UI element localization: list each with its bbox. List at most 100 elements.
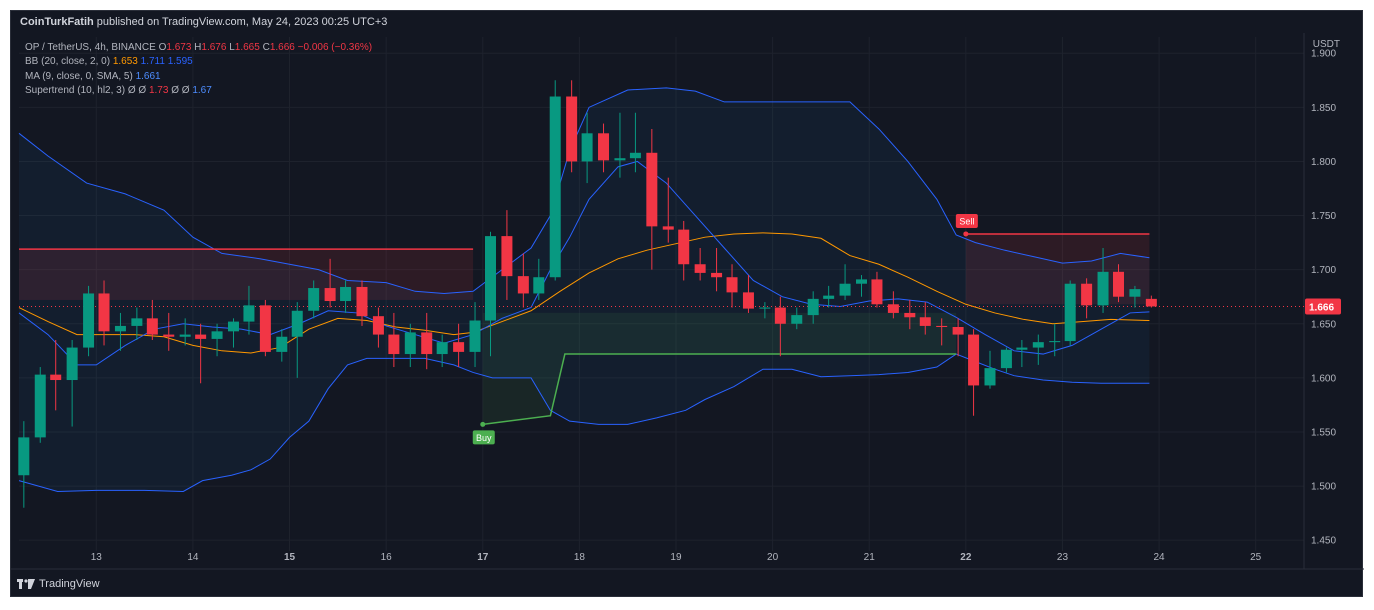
candle-up bbox=[211, 331, 223, 339]
candle-down bbox=[662, 226, 674, 230]
candle-down bbox=[1081, 283, 1093, 306]
low-value: 1.665 bbox=[234, 42, 260, 53]
ma-value: 1.661 bbox=[135, 70, 161, 82]
chart-legend: OP / TetherUS, 4h, BINANCE O1.673 H1.676… bbox=[25, 41, 372, 98]
x-tick-label: 20 bbox=[767, 552, 779, 563]
candle-down bbox=[517, 276, 529, 294]
high-label: H bbox=[194, 42, 202, 53]
candle-down bbox=[195, 334, 207, 339]
candle-down bbox=[372, 316, 384, 335]
x-tick-label: 18 bbox=[574, 552, 586, 563]
y-tick-label: 1.850 bbox=[1311, 103, 1336, 114]
publish-header: CoinTurkFatih published on TradingView.c… bbox=[11, 11, 1362, 33]
open-value: 1.673 bbox=[166, 42, 192, 53]
footer-brand[interactable]: TradingView bbox=[17, 578, 100, 590]
ma-row[interactable]: MA (9, close, 0, SMA, 5) 1.661 bbox=[25, 70, 372, 84]
candle-down bbox=[952, 327, 964, 335]
candle-down bbox=[678, 229, 690, 265]
candle-up bbox=[855, 279, 867, 284]
sell-signal-label: Sell bbox=[959, 216, 974, 226]
candle-down bbox=[501, 236, 513, 277]
y-tick-label: 1.550 bbox=[1311, 427, 1336, 438]
candle-down bbox=[1145, 298, 1157, 307]
candle-up bbox=[18, 437, 30, 476]
close-value: 1.666 bbox=[269, 42, 295, 53]
candle-up bbox=[807, 298, 819, 316]
candle-down bbox=[726, 277, 738, 293]
signal-dot bbox=[963, 231, 969, 237]
x-tick-label: 15 bbox=[284, 552, 296, 563]
candle-down bbox=[774, 307, 786, 324]
candle-up bbox=[984, 368, 996, 386]
open-label: O bbox=[158, 42, 167, 53]
candle-up bbox=[549, 96, 561, 278]
candle-up bbox=[436, 342, 448, 355]
y-tick-label: 1.600 bbox=[1311, 373, 1336, 384]
supertrend-down-fill bbox=[19, 249, 474, 300]
candle-up bbox=[66, 347, 78, 381]
x-tick-label: 22 bbox=[960, 552, 972, 563]
brand-name: TradingView bbox=[39, 578, 100, 590]
symbol-label[interactable]: OP / TetherUS, 4h, BINANCE bbox=[25, 42, 156, 53]
st-empty-2: Ø bbox=[138, 84, 147, 96]
candle-down bbox=[968, 334, 980, 386]
candle-up bbox=[404, 332, 416, 355]
candle-up bbox=[276, 336, 288, 352]
x-tick-label: 23 bbox=[1057, 552, 1069, 563]
y-tick-label: 1.450 bbox=[1311, 536, 1336, 547]
supertrend-row[interactable]: Supertrend (10, hl2, 3) Ø Ø 1.73 Ø Ø 1.6… bbox=[25, 84, 372, 98]
candle-up bbox=[1000, 349, 1012, 369]
candle-up bbox=[1032, 342, 1044, 348]
x-tick-label: 14 bbox=[187, 552, 199, 563]
bb-row[interactable]: BB (20, close, 2, 0) 1.653 1.711 1.595 bbox=[25, 55, 372, 69]
candle-down bbox=[356, 286, 368, 317]
st-empty-4: Ø bbox=[181, 84, 190, 96]
x-tick-label: 19 bbox=[670, 552, 682, 563]
candle-down bbox=[1112, 271, 1124, 297]
candle-up bbox=[533, 277, 545, 294]
last-price-tag bbox=[1305, 298, 1341, 315]
y-tick-label: 1.750 bbox=[1311, 211, 1336, 222]
publish-info: published on TradingView.com, May 24, 20… bbox=[96, 16, 388, 28]
candle-up bbox=[131, 318, 143, 326]
candle-down bbox=[259, 305, 271, 352]
ohlc-row: OP / TetherUS, 4h, BINANCE O1.673 H1.676… bbox=[25, 41, 372, 55]
ma-label: MA (9, close, 0, SMA, 5) bbox=[25, 70, 133, 82]
bb-lower-value: 1.595 bbox=[167, 56, 193, 68]
candle-down bbox=[98, 293, 110, 332]
tradingview-logo-icon bbox=[17, 579, 35, 589]
bb-upper-line bbox=[18, 87, 1150, 294]
candle-up bbox=[629, 152, 641, 159]
candle-down bbox=[388, 334, 400, 355]
bb-upper-value: 1.711 bbox=[140, 56, 165, 68]
candle-down bbox=[50, 374, 62, 381]
candle-down bbox=[694, 264, 706, 273]
currency-label: USDT bbox=[1312, 39, 1340, 50]
price-chart[interactable]: Buy Sell 1.900 1.850 1.800 1.750 1.700 1.650 1.6… bbox=[11, 11, 1364, 598]
supertrend-up-fill bbox=[482, 312, 957, 425]
candle-up bbox=[614, 158, 626, 161]
candle-up bbox=[759, 307, 771, 309]
candle-down bbox=[742, 292, 754, 309]
x-tick-label: 16 bbox=[381, 552, 393, 563]
candle-down bbox=[646, 152, 658, 227]
candle-up bbox=[243, 305, 255, 322]
candle-up bbox=[227, 321, 239, 332]
x-tick-label: 17 bbox=[477, 552, 489, 563]
x-tick-label: 21 bbox=[864, 552, 876, 563]
candle-up bbox=[34, 374, 46, 438]
sell-signal-badge bbox=[955, 213, 978, 228]
bb-basis-line bbox=[18, 232, 1150, 354]
candle-down bbox=[936, 325, 948, 328]
author-name[interactable]: CoinTurkFatih bbox=[20, 16, 94, 28]
y-tick-label: 1.650 bbox=[1311, 319, 1336, 330]
y-tick-label: 1.700 bbox=[1311, 265, 1336, 276]
candle-up bbox=[179, 334, 191, 337]
buy-signal-label: Buy bbox=[476, 433, 492, 443]
bb-basis-value: 1.653 bbox=[112, 56, 138, 68]
buy-signal-badge bbox=[472, 430, 495, 445]
st-up-value: 1.73 bbox=[148, 84, 169, 96]
candle-up bbox=[1129, 289, 1141, 297]
candle-up bbox=[823, 295, 835, 299]
candle-down bbox=[566, 96, 578, 162]
